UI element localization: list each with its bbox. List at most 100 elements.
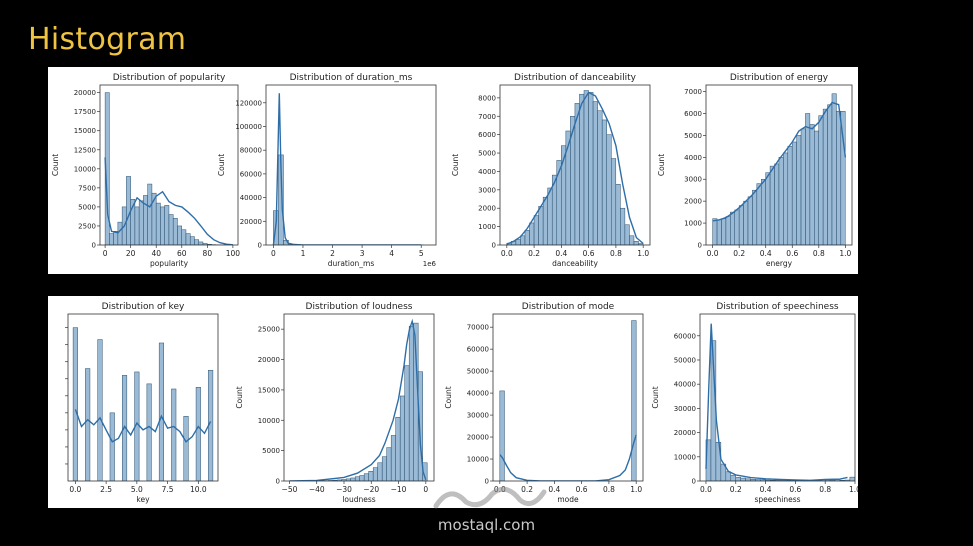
histogram-bar (743, 200, 749, 245)
plot-frame (265, 84, 437, 246)
x-tick-label: 40 (151, 249, 161, 258)
y-tick-label: 2500 (78, 222, 96, 230)
kde-line (104, 157, 233, 245)
histogram-bar (97, 339, 103, 481)
chart-title: Distribution of speechiness (716, 302, 838, 312)
x-tick-label: 0.4 (548, 485, 560, 494)
histogram-bar (183, 415, 189, 481)
histogram-bar (372, 467, 378, 481)
x-tick-label: 0.8 (813, 249, 825, 258)
histogram-bar (172, 218, 178, 245)
chart-4: 0.0 0.2 0.4 0.6 0.8 1.0 0 1000 2000 3000 4000 5000 6… (657, 73, 853, 268)
x-tick-label: 0.8 (610, 249, 622, 258)
histogram-bar (615, 184, 621, 245)
kde-line (506, 91, 644, 245)
histogram-bar (117, 221, 123, 245)
y-tick-label: 5000 (78, 203, 96, 211)
histogram-bar (181, 229, 187, 245)
histogram-bar (160, 206, 165, 245)
histogram-bar (198, 241, 204, 245)
histogram-bar (730, 475, 736, 481)
x-tick-label: 0.0 (700, 485, 712, 494)
y-axis-label: Count (444, 386, 453, 408)
slide-title: Histogram (28, 22, 187, 57)
x-tick-label: 0.0 (501, 249, 513, 258)
y-tick-label: 3000 (478, 186, 496, 194)
histogram-bar (631, 320, 637, 481)
x-axis-label: speechiness (754, 495, 800, 504)
histogram-bar (579, 93, 585, 245)
x-tick-label: 5 (419, 249, 424, 258)
bars (506, 90, 644, 245)
y-tick-label: 0 (492, 242, 496, 250)
bars (499, 320, 637, 481)
x-axis-label: danceability (552, 259, 598, 268)
histogram-bar (809, 124, 815, 245)
plot-frame (699, 313, 856, 482)
histogram-bar (195, 387, 201, 481)
x-axis-label: energy (766, 259, 793, 268)
histogram-bar (417, 371, 423, 481)
histogram-bar (109, 233, 114, 245)
histogram-bar (542, 196, 548, 245)
histogram-bar (761, 178, 766, 245)
x-tick-label: 0 (271, 249, 276, 258)
histogram-bar (350, 477, 356, 481)
y-axis-label: Count (235, 386, 244, 408)
y-tick-label: 0 (698, 242, 702, 250)
histogram-bar (800, 128, 806, 245)
histogram-bar (386, 447, 392, 481)
histogram-bar (783, 152, 789, 245)
x-tick-label: 10.0 (190, 485, 207, 494)
chart-5: 0.0 2.5 5.0 7.5 10.0 Distribution of key key (65, 302, 219, 504)
y-tick-label: 60000 (240, 170, 262, 178)
bars (712, 93, 846, 245)
histogram-bar (831, 93, 837, 245)
plot-frame (99, 84, 239, 246)
chart-title: Distribution of popularity (113, 73, 226, 83)
histogram-bar (404, 365, 410, 481)
histogram-bar (836, 111, 842, 245)
y-tick-label: 1000 (478, 223, 496, 231)
x-tick-label: −20 (363, 485, 379, 494)
chart-8: 0.0 0.2 0.4 0.6 0.8 1.0 0 10000 20000 30000 40000 5… (651, 302, 861, 504)
y-tick-label: 70000 (467, 324, 489, 332)
histogram-bar (774, 163, 780, 245)
histogram-bar (730, 211, 735, 245)
y-tick-label: 0 (92, 242, 96, 250)
histogram-bar (620, 207, 626, 245)
histogram-bar (381, 456, 387, 481)
histogram-bar (155, 202, 161, 245)
histogram-bar (597, 110, 603, 245)
y-tick-label: 17500 (74, 108, 96, 116)
histogram-bar (538, 206, 544, 245)
y-tick-label: 100000 (235, 123, 262, 131)
histogram-bar (583, 90, 589, 245)
x-tick-label: −10 (391, 485, 407, 494)
x-tick-label: 1.0 (839, 249, 851, 258)
histogram-bar (712, 218, 718, 245)
y-tick-label: 20000 (258, 356, 280, 364)
y-tick-label: 20000 (240, 218, 262, 226)
histogram-bar (533, 215, 539, 245)
histogram-bar (769, 165, 775, 245)
y-tick-label: 10000 (674, 453, 696, 461)
y-tick-label: 15000 (74, 127, 96, 135)
x-axis-label: key (136, 495, 150, 504)
y-tick-label: 4000 (478, 168, 496, 176)
x-tick-label: 0.0 (707, 249, 719, 258)
histogram-bar (399, 395, 405, 481)
histogram-bar (359, 475, 365, 481)
y-tick-label: 7000 (684, 88, 702, 96)
histogram-bar (499, 390, 505, 481)
bars (104, 92, 234, 245)
chart-title: Distribution of mode (522, 302, 615, 312)
x-tick-label: 0.6 (786, 249, 798, 258)
plot-frame (705, 84, 853, 246)
histogram-bar (601, 119, 607, 245)
chart-title: Distribution of duration_ms (290, 73, 413, 83)
histogram-bar (721, 218, 727, 245)
histogram-bar (827, 104, 833, 245)
x-offset-label: 1e6 (423, 260, 437, 268)
y-tick-label: 40000 (674, 381, 696, 389)
